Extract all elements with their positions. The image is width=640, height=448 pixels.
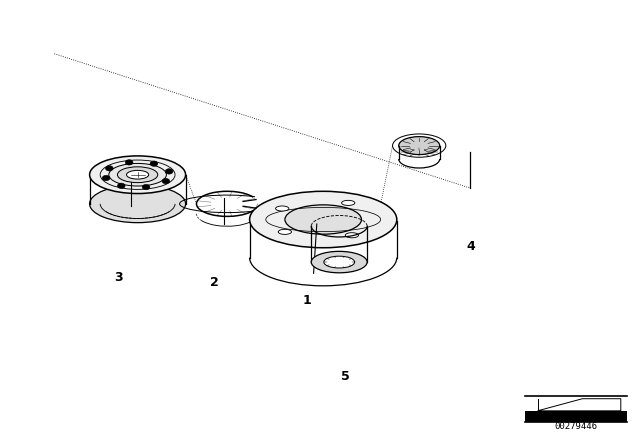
Ellipse shape [109,164,166,186]
Ellipse shape [90,156,186,194]
Ellipse shape [276,206,289,211]
Ellipse shape [346,233,358,238]
Text: 3: 3 [114,271,123,284]
Circle shape [165,169,173,174]
Text: 00279446: 00279446 [554,422,598,431]
Ellipse shape [342,200,355,206]
Circle shape [142,185,150,190]
Ellipse shape [399,137,440,155]
Text: 2: 2 [210,276,219,289]
Ellipse shape [278,229,291,234]
Circle shape [118,183,125,189]
Circle shape [150,161,157,166]
Ellipse shape [311,251,367,273]
Text: 1: 1 [303,293,312,307]
Circle shape [125,159,133,165]
Ellipse shape [285,205,362,234]
Circle shape [106,166,113,171]
Ellipse shape [127,170,148,179]
Ellipse shape [250,191,397,248]
Bar [525,411,627,422]
Circle shape [102,175,110,181]
Ellipse shape [324,256,355,268]
Polygon shape [538,399,621,411]
Circle shape [162,178,170,184]
Ellipse shape [90,185,186,223]
Text: 5: 5 [341,370,350,383]
Ellipse shape [118,167,157,183]
Text: 4: 4 [466,240,475,253]
